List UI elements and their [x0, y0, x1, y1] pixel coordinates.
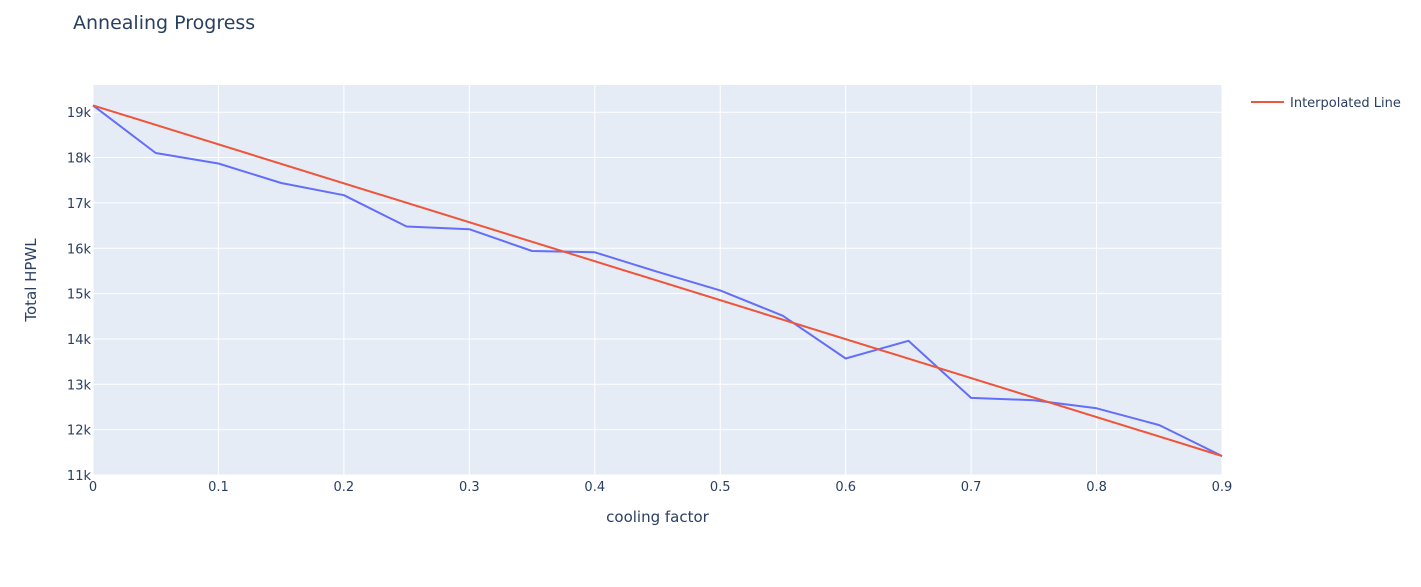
y-tick-label: 13k	[67, 378, 92, 393]
x-axis-ticks: 0 0.1 0.2 0.3 0.4 0.5 0.6 0.7 0.8 0.9	[89, 480, 1232, 495]
x-tick-label: 0.3	[459, 480, 480, 495]
y-tick-label: 11k	[67, 469, 92, 484]
y-tick-label: 15k	[67, 288, 92, 303]
x-tick-label: 0.2	[334, 480, 355, 495]
y-axis-title: Total HPWL	[22, 238, 40, 323]
x-tick-label: 0.9	[1212, 480, 1233, 495]
legend-label: Interpolated Line	[1290, 96, 1401, 111]
y-tick-label: 17k	[67, 197, 92, 212]
x-tick-label: 0.8	[1086, 480, 1107, 495]
gridlines	[92, 85, 1223, 476]
y-tick-label: 19k	[67, 106, 92, 121]
x-tick-label: 0.1	[208, 480, 229, 495]
y-tick-label: 14k	[67, 333, 92, 348]
y-axis-ticks: 11k 12k 13k 14k 15k 16k 17k 18k 19k	[67, 106, 92, 484]
y-tick-label: 16k	[67, 242, 92, 257]
legend: Interpolated Line	[1251, 96, 1401, 111]
chart-title: Annealing Progress	[73, 12, 255, 34]
series-line-0	[92, 104, 1223, 457]
x-tick-label: 0.5	[710, 480, 731, 495]
x-tick-label: 0.7	[961, 480, 982, 495]
x-axis-title: cooling factor	[606, 508, 710, 526]
x-tick-label: 0.6	[835, 480, 856, 495]
y-tick-label: 18k	[67, 152, 92, 167]
y-tick-label: 12k	[67, 424, 92, 439]
series-group	[92, 104, 1223, 457]
x-tick-label: 0.4	[584, 480, 605, 495]
x-tick-label: 0	[89, 480, 97, 495]
series-line-1	[92, 104, 1223, 457]
